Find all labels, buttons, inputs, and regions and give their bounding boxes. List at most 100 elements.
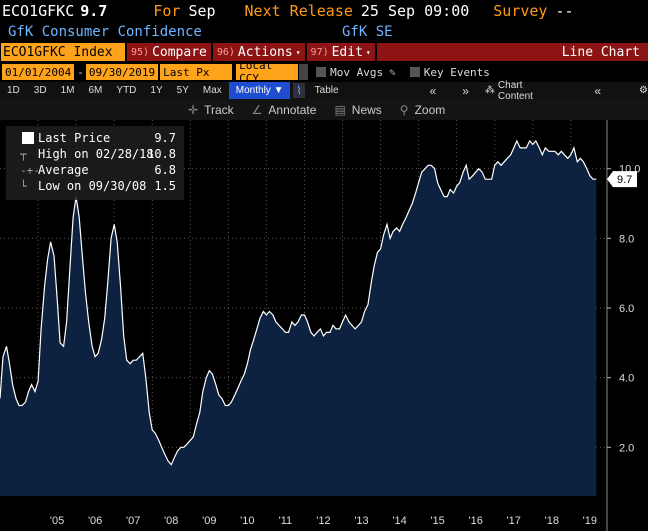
y-tick-label: 8.0 bbox=[619, 233, 634, 245]
start-date-field[interactable]: 01/01/2004 bbox=[2, 64, 75, 80]
legend-average-value: 6.8 bbox=[154, 163, 176, 177]
x-tick-label: '18 bbox=[545, 515, 559, 527]
source-label: GfK SE bbox=[342, 23, 393, 40]
collapse-icon[interactable]: « bbox=[594, 83, 602, 98]
range-toolbar: 01/01/2004 - 09/30/2019 Last Px Local CC… bbox=[0, 59, 648, 85]
survey-value: -- bbox=[555, 2, 574, 20]
line-chart[interactable]: 2.04.06.08.010.0 '05'06'07'08'09'10'11'1… bbox=[0, 120, 648, 531]
period-1y[interactable]: 1Y bbox=[150, 85, 163, 96]
last-value-marker: 9.7 bbox=[607, 171, 637, 188]
x-tick-label: '10 bbox=[240, 515, 254, 527]
legend-last-price: Last Price 9.7 bbox=[6, 130, 184, 146]
edit-chevron-icon: ▾ bbox=[365, 47, 371, 57]
legend-low-label: Low on 09/30/08 bbox=[38, 179, 147, 193]
legend: Last Price 9.7 ┬ High on 02/28/18 10.8 -… bbox=[6, 126, 184, 200]
period-toolbar: 1D 3D 1M 6M YTD 1Y 5Y Max Monthly ▼ ⌇ Ta… bbox=[0, 79, 648, 102]
chart-content-button[interactable]: Chart Content bbox=[497, 79, 533, 102]
x-tick-label: '12 bbox=[316, 515, 330, 527]
zoom-tool[interactable]: ⚲ Zoom bbox=[400, 103, 445, 117]
legend-high-label: High on 02/28/18 bbox=[38, 147, 154, 161]
currency-select[interactable]: Local CCY bbox=[236, 59, 299, 85]
x-tick-label: '06 bbox=[88, 515, 102, 527]
x-tick-label: '14 bbox=[392, 515, 406, 527]
ticker-label: ECO1GFKC bbox=[2, 2, 75, 20]
scroll-left-icon[interactable]: « bbox=[429, 83, 437, 98]
crosshair-icon: ✛ bbox=[188, 102, 199, 117]
compare-label: Compare bbox=[152, 44, 207, 60]
news-label: News bbox=[351, 102, 382, 117]
key-events-checkbox[interactable] bbox=[409, 67, 420, 77]
x-tick-label: '07 bbox=[126, 515, 140, 527]
currency-dropdown-icon[interactable] bbox=[299, 64, 309, 80]
mov-avgs-label: Mov Avgs bbox=[330, 65, 384, 79]
x-tick-label: '13 bbox=[354, 515, 368, 527]
y-tick-label: 2.0 bbox=[619, 442, 634, 454]
period-3d[interactable]: 3D bbox=[33, 85, 47, 96]
chart-type-button[interactable]: Line Chart bbox=[376, 43, 648, 61]
high-marker-icon: ┬ bbox=[20, 147, 27, 161]
date-separator: - bbox=[77, 65, 84, 79]
period-6m[interactable]: 6M bbox=[88, 85, 103, 96]
track-tool[interactable]: ✛ Track bbox=[188, 103, 234, 117]
y-tick-label: 4.0 bbox=[619, 373, 634, 385]
period-5y[interactable]: 5Y bbox=[176, 85, 189, 96]
next-release-label: Next Release bbox=[244, 2, 353, 20]
edit-label: Edit bbox=[331, 44, 363, 60]
compare-button[interactable]: 95) Compare bbox=[127, 43, 211, 61]
x-tick-label: '19 bbox=[583, 515, 597, 527]
news-tool[interactable]: ▤ News bbox=[334, 103, 381, 117]
legend-high-value: 10.8 bbox=[147, 147, 176, 161]
period-1m[interactable]: 1M bbox=[60, 85, 75, 96]
edit-button[interactable]: 97) Edit ▾ bbox=[306, 43, 375, 61]
period-max[interactable]: Max bbox=[202, 85, 222, 96]
pencil-icon[interactable]: ✎ bbox=[389, 65, 396, 79]
gear-icon[interactable]: ⚙ bbox=[639, 85, 648, 96]
header-row: ECO1GFKC 9.7 For Sep Next Release 25 Sep… bbox=[0, 0, 648, 22]
x-tick-label: '11 bbox=[279, 515, 293, 527]
low-marker-icon: └ bbox=[20, 179, 27, 193]
x-tick-label: '15 bbox=[430, 515, 444, 527]
period-1d[interactable]: 1D bbox=[7, 85, 20, 96]
compare-num: 95) bbox=[131, 46, 150, 58]
annotate-label: Annotate bbox=[268, 102, 317, 117]
frequency-label: Monthly bbox=[235, 85, 271, 96]
main-toolbar: ECO1GFKC Index 95) Compare 96) Actions ▾… bbox=[0, 42, 648, 62]
last-value-tag bbox=[607, 171, 637, 188]
end-date-field[interactable]: 09/30/2019 bbox=[85, 64, 159, 80]
annotate-tool[interactable]: ∠ Annotate bbox=[252, 103, 317, 117]
x-tick-label: '16 bbox=[469, 515, 483, 527]
legend-swatch bbox=[22, 132, 34, 144]
series-line bbox=[0, 139, 597, 466]
x-tick-label: '17 bbox=[507, 515, 521, 527]
legend-last-price-value: 9.7 bbox=[154, 131, 176, 145]
scroll-right-icon[interactable]: » bbox=[462, 83, 469, 98]
chart-tools: ✛ Track ∠ Annotate ▤ News ⚲ Zoom bbox=[0, 99, 648, 120]
table-button[interactable]: Table bbox=[314, 85, 339, 96]
x-tick-label: '09 bbox=[202, 515, 216, 527]
x-tick-label: '08 bbox=[164, 515, 178, 527]
legend-low: └ Low on 09/30/08 1.5 bbox=[6, 178, 184, 194]
y-tick-label: 6.0 bbox=[619, 303, 634, 315]
mov-avgs-checkbox[interactable] bbox=[316, 67, 327, 77]
period-ytd[interactable]: YTD bbox=[116, 85, 137, 96]
for-label: For bbox=[153, 2, 181, 20]
zoom-label: Zoom bbox=[414, 102, 446, 117]
frequency-select[interactable]: Monthly ▼ bbox=[228, 82, 291, 99]
actions-button[interactable]: 96) Actions ▾ bbox=[212, 43, 305, 61]
legend-average: -+- Average 6.8 bbox=[6, 162, 184, 178]
series-area bbox=[0, 140, 597, 496]
legend-last-price-label: Last Price bbox=[38, 131, 111, 145]
survey-label: Survey bbox=[493, 2, 548, 20]
security-field[interactable]: ECO1GFKC Index bbox=[1, 43, 125, 61]
magnifier-icon: ⚲ bbox=[399, 102, 409, 117]
news-icon: ▤ bbox=[334, 102, 346, 117]
key-events-label: Key Events bbox=[423, 65, 490, 79]
field-select[interactable]: Last Px bbox=[160, 64, 233, 80]
line-chart-icon[interactable]: ⌇ bbox=[293, 83, 305, 98]
actions-chevron-icon: ▾ bbox=[295, 47, 301, 57]
x-tick-label: '05 bbox=[50, 515, 64, 527]
for-value: Sep bbox=[188, 2, 216, 20]
annotate-icon: ∠ bbox=[251, 102, 263, 117]
track-label: Track bbox=[204, 102, 234, 117]
actions-num: 96) bbox=[216, 46, 235, 58]
